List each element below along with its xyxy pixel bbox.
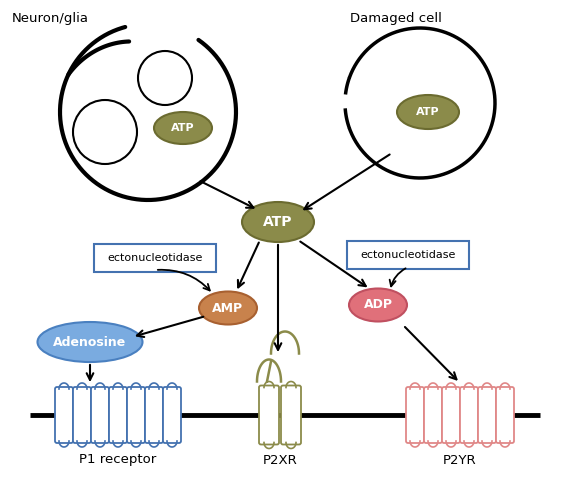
FancyBboxPatch shape <box>424 387 442 443</box>
Circle shape <box>60 24 236 200</box>
Text: Adenosine: Adenosine <box>53 335 127 349</box>
FancyBboxPatch shape <box>94 244 216 272</box>
Text: Neuron/glia: Neuron/glia <box>12 12 89 25</box>
FancyBboxPatch shape <box>109 387 127 443</box>
FancyBboxPatch shape <box>406 387 424 443</box>
Circle shape <box>138 51 192 105</box>
Ellipse shape <box>397 95 459 129</box>
Text: ATP: ATP <box>263 215 292 229</box>
Text: ADP: ADP <box>364 298 393 311</box>
FancyBboxPatch shape <box>460 387 478 443</box>
FancyBboxPatch shape <box>478 387 496 443</box>
FancyBboxPatch shape <box>163 387 181 443</box>
Ellipse shape <box>349 288 407 321</box>
Ellipse shape <box>199 292 257 324</box>
Text: Damaged cell: Damaged cell <box>350 12 442 25</box>
Ellipse shape <box>154 112 212 144</box>
FancyBboxPatch shape <box>55 387 73 443</box>
FancyBboxPatch shape <box>127 387 145 443</box>
FancyBboxPatch shape <box>347 241 469 269</box>
Text: AMP: AMP <box>212 301 244 315</box>
FancyBboxPatch shape <box>442 387 460 443</box>
FancyBboxPatch shape <box>91 387 109 443</box>
FancyBboxPatch shape <box>145 387 163 443</box>
Text: ectonucleotidase: ectonucleotidase <box>360 250 456 260</box>
Text: ATP: ATP <box>171 123 195 133</box>
Circle shape <box>73 100 137 164</box>
Text: P2YR: P2YR <box>443 454 477 467</box>
FancyBboxPatch shape <box>496 387 514 443</box>
FancyBboxPatch shape <box>281 386 301 445</box>
Text: ectonucleotidase: ectonucleotidase <box>108 253 203 263</box>
Ellipse shape <box>242 202 314 242</box>
Text: P1 receptor: P1 receptor <box>79 454 156 467</box>
Text: P2XR: P2XR <box>263 454 298 467</box>
FancyBboxPatch shape <box>259 386 279 445</box>
Ellipse shape <box>38 322 142 362</box>
Text: ATP: ATP <box>416 107 440 117</box>
FancyBboxPatch shape <box>73 387 91 443</box>
